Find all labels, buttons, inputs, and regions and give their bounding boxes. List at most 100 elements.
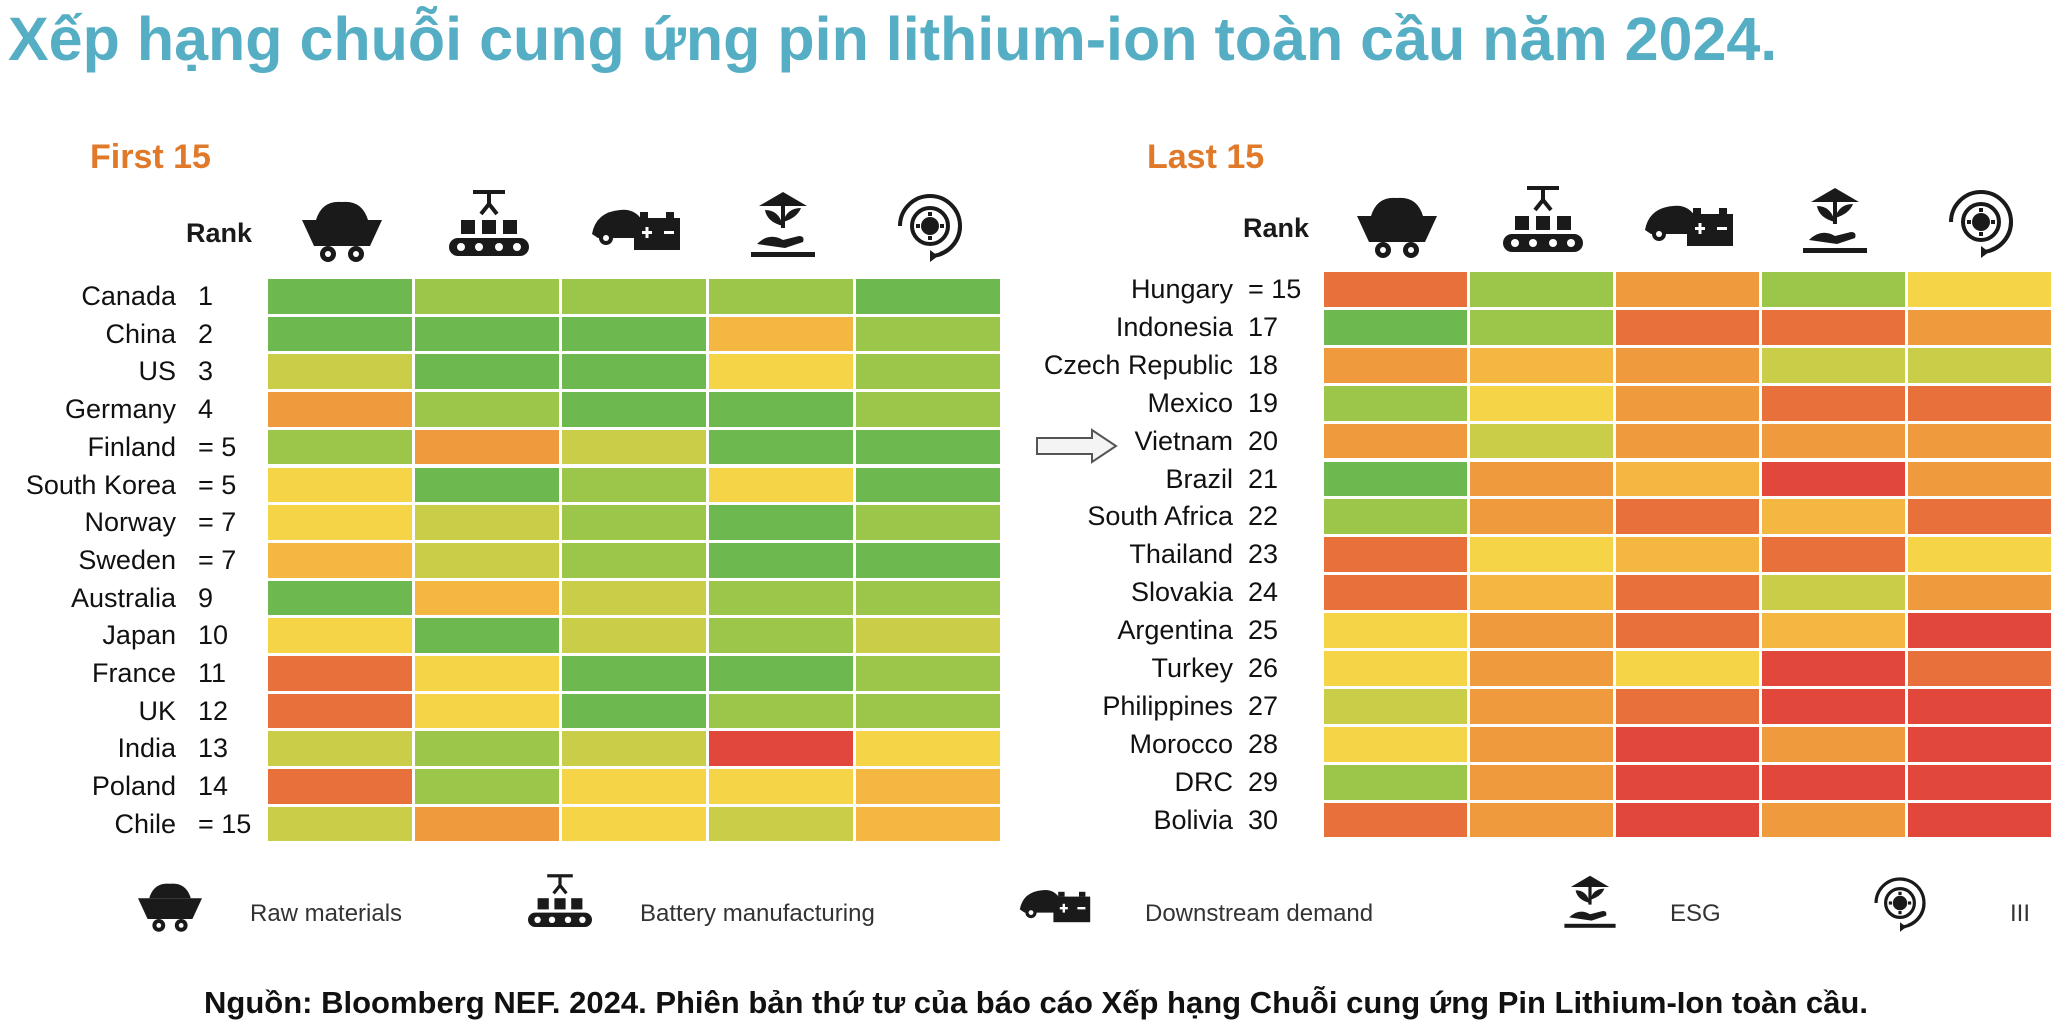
country-label: Morocco: [1129, 728, 1233, 759]
heatmap-cell-raw-materials: [268, 354, 412, 390]
heatmap-cell-battery-manufacturing: [1470, 347, 1613, 383]
heatmap-cell-raw-materials: [268, 731, 412, 767]
country-label: Bolivia: [1153, 804, 1233, 835]
rank-label: 28: [1248, 728, 1279, 759]
rank-label: = 5: [198, 469, 237, 500]
country-label: Sweden: [78, 544, 176, 575]
rank-label: 19: [1248, 387, 1279, 418]
heatmap-cell-battery-manufacturing: [415, 580, 559, 616]
heatmap-cell-battery-manufacturing: [415, 656, 559, 691]
heatmap-cell-downstream-demand: [1616, 385, 1759, 421]
rank-label: 27: [1248, 690, 1279, 721]
heatmap-cell-esg: [1762, 575, 1905, 611]
heatmap-cell-esg: [1762, 309, 1905, 345]
heatmap-cell-battery-manufacturing: [1470, 575, 1613, 611]
heatmap-cell-battery-manufacturing: [415, 429, 559, 465]
heatmap-cell-battery-manufacturing: [1470, 764, 1613, 800]
rank-label: 21: [1248, 463, 1279, 494]
heatmap-cell-battery-manufacturing: [415, 354, 559, 390]
country-label: South Korea: [25, 469, 176, 500]
heatmap-cell-raw-materials: [268, 279, 412, 314]
car-battery-icon: [1015, 870, 1095, 936]
first-15-heading: First 15: [90, 138, 211, 176]
heatmap-cell-downstream-demand: [562, 618, 706, 653]
heatmap-cell-esg: [709, 693, 853, 729]
heatmap-cell-downstream-demand: [562, 505, 706, 540]
heatmap-cell-raw-materials: [1324, 309, 1467, 345]
heatmap-cell-iii: [1908, 575, 2051, 611]
heatmap-cell-iii: [1908, 764, 2051, 800]
country-label: Germany: [64, 394, 176, 425]
heatmap-cell-downstream-demand: [562, 429, 706, 465]
heatmap-cell-downstream-demand: [562, 392, 706, 427]
country-label: DRC: [1174, 766, 1234, 797]
heatmap-cell-esg: [709, 316, 853, 352]
heatmap-cell-esg: [1762, 651, 1905, 686]
heatmap-cell-downstream-demand: [562, 279, 706, 314]
heatmap-cell-esg: [709, 429, 853, 465]
rank-label: = 15: [1248, 274, 1302, 304]
heatmap-cell-esg: [709, 392, 853, 427]
rank-label: 18: [1248, 349, 1279, 380]
heatmap-cell-raw-materials: [1324, 764, 1467, 800]
page-title: Xếp hạng chuỗi cung ứng pin lithium-ion …: [8, 5, 1778, 73]
country-label: Argentina: [1117, 615, 1233, 646]
rank-label: 26: [1248, 653, 1279, 683]
heatmap-cell-raw-materials: [1324, 385, 1467, 421]
heatmap-cell-iii: [856, 542, 1000, 578]
heatmap-cell-battery-manufacturing: [1470, 309, 1613, 345]
country-label: Czech Republic: [1043, 349, 1233, 380]
rank-label: 9: [198, 582, 214, 613]
rank-label: 13: [198, 733, 229, 764]
country-label: Chile: [114, 808, 176, 839]
plant-hand-icon: [1785, 182, 1885, 262]
heatmap-cell-raw-materials: [268, 429, 412, 465]
rank-label: 25: [1248, 615, 1279, 646]
heatmap-cell-iii: [856, 505, 1000, 540]
heatmap-cell-downstream-demand: [1616, 537, 1759, 573]
last-15-heading: Last 15: [1147, 138, 1265, 176]
rank-label: 29: [1248, 766, 1279, 797]
heatmap-cell-battery-manufacturing: [1470, 726, 1613, 762]
heatmap-cell-battery-manufacturing: [1470, 385, 1613, 421]
rank-label: 4: [198, 394, 214, 425]
country-label: Mexico: [1147, 387, 1233, 418]
rank-label: = 7: [198, 507, 237, 538]
heatmap-cell-iii: [856, 467, 1000, 503]
country-label: India: [117, 733, 176, 764]
heatmap-cell-iii: [856, 580, 1000, 616]
heatmap-cell-iii: [856, 731, 1000, 767]
heatmap-cell-esg: [709, 769, 853, 804]
heatmap-cell-raw-materials: [268, 769, 412, 804]
rank-label: = 15: [198, 808, 252, 839]
heatmap-cell-iii: [1908, 272, 2051, 307]
heatmap-cell-iii: [1908, 461, 2051, 497]
heatmap-cell-iii: [856, 279, 1000, 314]
heatmap-cell-downstream-demand: [562, 731, 706, 767]
heatmap-cell-iii: [1908, 537, 2051, 573]
heatmap-cell-battery-manufacturing: [1470, 613, 1613, 648]
recycle-gear-icon: [880, 186, 980, 266]
heatmap-cell-esg: [709, 542, 853, 578]
heatmap-cell-iii: [856, 656, 1000, 691]
heatmap-cell-iii: [856, 392, 1000, 427]
heatmap-cell-iii: [1908, 309, 2051, 345]
heatmap-cell-raw-materials: [268, 316, 412, 352]
rank-label: 3: [198, 356, 214, 387]
heatmap-cell-raw-materials: [268, 693, 412, 729]
heatmap-cell-raw-materials: [268, 618, 412, 653]
heatmap-cell-downstream-demand: [1616, 461, 1759, 497]
legend-label: Battery manufacturing: [640, 900, 875, 927]
heatmap-cell-raw-materials: [1324, 613, 1467, 648]
heatmap-cell-esg: [709, 467, 853, 503]
heatmap-cell-battery-manufacturing: [415, 279, 559, 314]
heatmap-cell-raw-materials: [268, 656, 412, 691]
heatmap-cell-raw-materials: [268, 806, 412, 842]
heatmap-cell-esg: [1762, 499, 1905, 535]
heatmap-cell-iii: [856, 693, 1000, 729]
heatmap-cell-downstream-demand: [1616, 764, 1759, 800]
heatmap-cell-esg: [1762, 726, 1905, 762]
heatmap-cell-downstream-demand: [1616, 499, 1759, 535]
rank-label: 12: [198, 695, 229, 726]
heatmap-cell-raw-materials: [268, 580, 412, 616]
